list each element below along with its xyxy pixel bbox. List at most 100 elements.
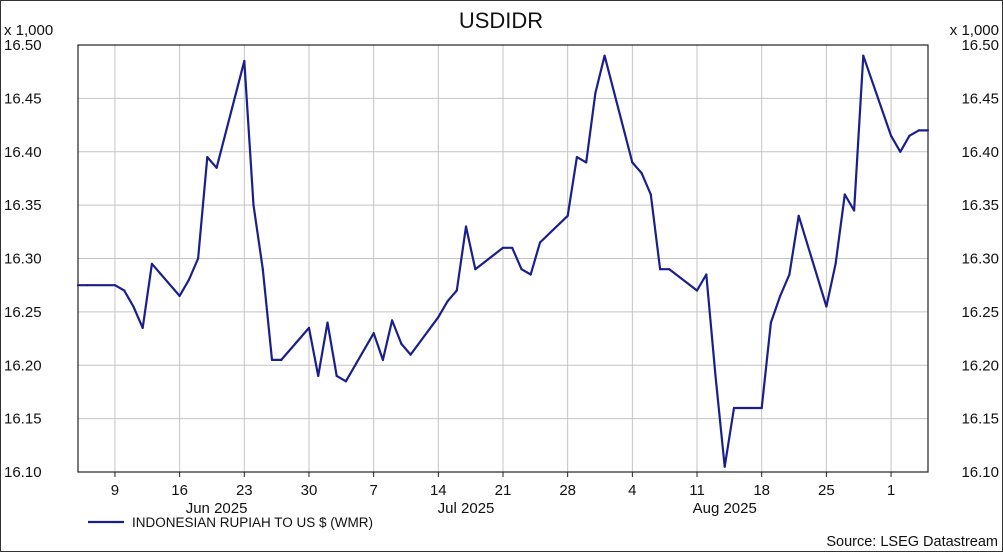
data-point [501,246,505,249]
y-tick-label-left: 16.10 [4,464,42,481]
data-point [270,358,274,361]
data-point [843,193,846,196]
x-tick-label: 1 [887,482,895,499]
data-point [797,214,800,217]
x-tick-label: 16 [171,482,188,499]
data-point [150,262,153,265]
source-note: Source: LSEG Datastream [826,534,998,550]
data-point [76,284,80,287]
data-point [132,305,135,308]
data-point [825,305,828,308]
data-point [409,353,412,356]
x-tick-label: 30 [301,482,318,499]
data-point [474,268,477,271]
data-point [215,166,218,169]
data-point [926,129,930,132]
series-layer [76,54,930,468]
x-tick-label: 28 [559,482,576,499]
data-point [705,273,708,276]
data-point [326,321,329,324]
data-point [566,214,569,217]
x-month-label: Jul 2025 [438,500,495,517]
y-tick-label-left: 16.30 [4,251,42,268]
data-point [344,380,347,383]
data-point [252,204,255,207]
y-tick-label-right: 16.35 [961,197,999,214]
axis-labels-layer: 16.10 16.10 16.15 16.15 16.20 16.20 16.25 16.25… [4,37,999,517]
y-tick-label-right: 16.45 [961,90,999,107]
data-point [197,257,200,260]
data-point [538,241,542,244]
data-point [206,156,209,159]
data-point [455,289,458,292]
data-point [335,374,338,377]
data-point [594,91,597,95]
data-point [631,161,634,164]
y-tick-label-left: 16.20 [4,357,42,374]
data-point [372,332,375,335]
data-point [86,284,89,287]
data-point [243,59,246,63]
data-point [862,54,865,57]
data-point [889,134,893,137]
data-point [437,316,440,319]
data-point [391,319,394,322]
data-point [917,129,920,132]
x-month-label: Jun 2025 [186,500,248,517]
data-point [668,268,671,271]
x-tick-label: 11 [689,482,705,499]
y-scale-note-right: x 1,000 [950,22,999,39]
x-tick-label: 18 [753,482,770,499]
data-point [317,374,320,377]
x-tick-label: 14 [430,482,447,499]
data-point [123,289,126,292]
x-month-label: Aug 2025 [693,500,757,517]
data-point [575,156,579,159]
data-point [178,294,181,297]
data-point [659,268,662,271]
data-point [141,326,144,329]
y-tick-label-right: 16.10 [961,464,999,481]
data-point [511,246,514,249]
y-tick-label-left: 16.35 [4,197,42,214]
data-point [853,209,856,212]
data-point [187,278,190,281]
y-tick-label-left: 16.50 [4,37,42,54]
data-point [280,358,283,361]
data-point [649,193,652,196]
y-tick-label-right: 16.50 [961,37,999,54]
chart-title: USDIDR [459,8,543,33]
plot-frame [77,44,929,473]
legend-label: INDONESIAN RUPIAH TO US $ (WMR) [132,515,373,530]
data-point [520,268,523,271]
data-point [585,161,588,164]
y-tick-label-right: 16.15 [961,411,999,428]
x-tick-label: 23 [236,482,253,499]
data-point [464,225,468,228]
y-tick-label-right: 16.40 [961,144,999,161]
data-point [307,326,311,329]
y-tick-label-right: 16.25 [961,304,999,321]
data-point [261,268,264,271]
x-tick-label: 9 [111,482,119,499]
data-point [723,465,726,468]
x-tick-label: 25 [818,482,835,499]
data-point [732,406,736,410]
data-point [769,321,773,324]
y-tick-label-left: 16.25 [4,304,42,321]
data-point [446,300,449,303]
data-point [908,134,911,137]
x-tick-label: 21 [495,482,512,499]
data-point [529,273,532,276]
x-tick-label: 7 [369,482,377,499]
y-scale-note-left: x 1,000 [4,22,53,39]
data-point [603,54,606,57]
x-tick-label: 4 [628,482,636,499]
data-point [779,294,782,297]
data-point [714,374,717,377]
data-point [113,284,117,287]
data-point [788,273,791,276]
